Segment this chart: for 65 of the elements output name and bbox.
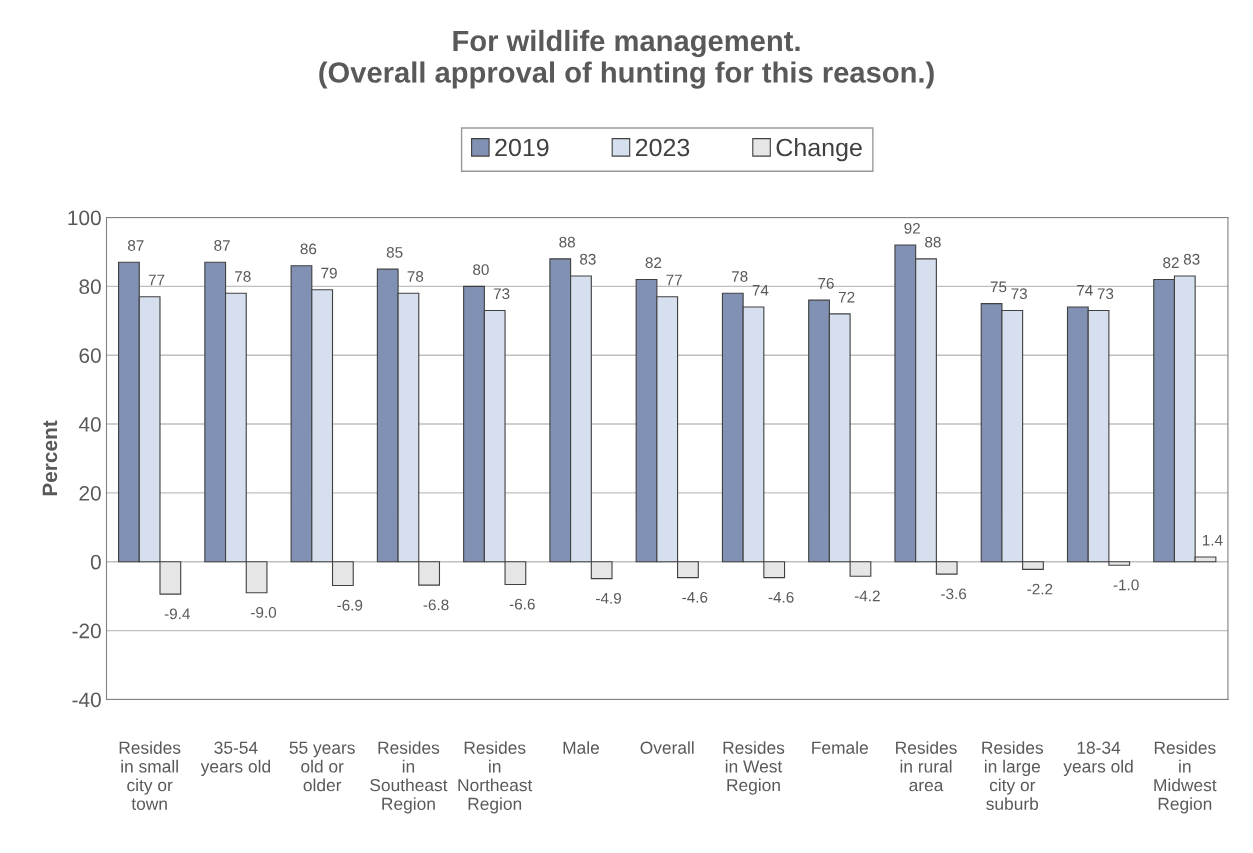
x-tick-label: Resides in small city or town (119, 741, 181, 810)
data-label: -6.9 (337, 599, 363, 611)
data-label: 86 (300, 243, 317, 255)
y-tick-label: 20 (79, 485, 101, 501)
y-axis-title: Percent (42, 420, 58, 496)
data-label: 74 (752, 285, 769, 296)
y-tick-label: 100 (68, 210, 101, 226)
data-label: 85 (386, 246, 403, 258)
data-label: 83 (1183, 253, 1200, 265)
x-tick-label: Overall (640, 741, 694, 754)
data-label: 92 (904, 222, 920, 234)
chart-title: For wildlife management. (Overall approval of hunting for this reason.) (319, 29, 934, 89)
data-label: 78 (731, 271, 748, 282)
x-tick-label: Resides in West Region (723, 741, 785, 795)
x-tick-label: Resides in Southeast Region (370, 741, 448, 814)
data-label: 83 (580, 253, 596, 265)
data-label: 78 (407, 271, 424, 282)
y-tick-label: 80 (79, 279, 101, 295)
y-tick-label: 0 (90, 554, 101, 570)
x-tick-label: Resides in rural area (896, 741, 957, 792)
legend-label: Change (776, 137, 862, 162)
y-tick-label: 60 (79, 348, 101, 363)
y-tick-label: 40 (78, 417, 101, 432)
data-label: 78 (235, 271, 251, 282)
data-label: 88 (559, 236, 575, 248)
data-label: 82 (645, 257, 662, 269)
data-label: -3.6 (941, 588, 967, 600)
data-label: -6.8 (423, 599, 449, 611)
data-label: 77 (148, 274, 165, 286)
data-label: 82 (1163, 257, 1179, 269)
data-label: 73 (1097, 288, 1114, 300)
x-tick-label: Resides in large city or suburb (982, 741, 1044, 810)
data-label: 79 (321, 267, 337, 279)
data-label: -4.2 (854, 590, 880, 602)
data-label: -4.6 (682, 591, 708, 603)
legend-label: 2023 (635, 138, 690, 157)
data-label: 72 (838, 291, 855, 303)
data-label: 87 (128, 240, 144, 251)
data-label: 76 (818, 277, 834, 289)
x-tick-label: 55 years old or older (289, 741, 355, 792)
data-label: -4.9 (596, 592, 621, 604)
x-tick-label: Male (563, 741, 599, 754)
x-tick-label: 18-34 years old (1063, 741, 1133, 777)
data-label: 1.4 (1202, 534, 1223, 546)
data-label: 73 (1011, 288, 1028, 300)
data-label: 74 (1077, 285, 1093, 296)
x-tick-label: Female (812, 741, 868, 754)
legend-label: 2019 (495, 138, 549, 157)
x-tick-label: 35-54 years old (200, 741, 271, 777)
data-label: 87 (214, 240, 230, 251)
x-tick-label: Resides in Midwest Region (1154, 741, 1217, 814)
data-label: 77 (666, 274, 682, 286)
data-label: 73 (493, 288, 510, 300)
data-label: -2.2 (1027, 583, 1053, 595)
data-label: -6.6 (509, 598, 535, 610)
data-label: 75 (990, 281, 1007, 293)
x-tick-label: Resides in Northeast Region (458, 741, 533, 814)
data-label: -1.0 (1113, 579, 1139, 591)
y-tick-label: -20 (72, 623, 101, 639)
data-label: -4.6 (768, 591, 794, 603)
data-label: -9.0 (251, 607, 277, 618)
data-label: -9.4 (164, 608, 190, 620)
data-label: 88 (925, 236, 941, 248)
data-label: 80 (473, 264, 489, 276)
y-tick-label: -40 (72, 692, 101, 708)
